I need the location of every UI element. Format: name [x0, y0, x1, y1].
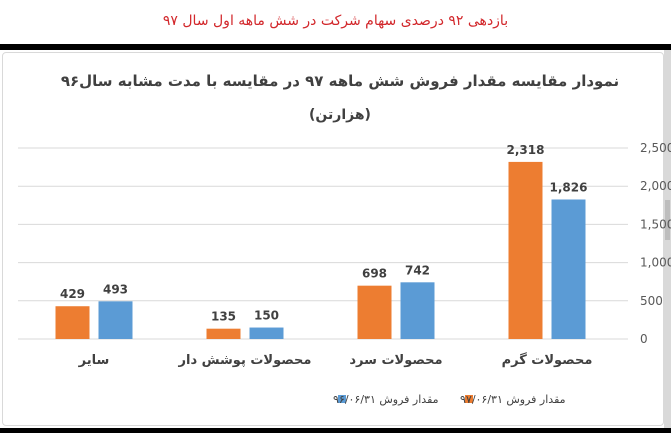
page-caption: بازدهی ۹۲ درصدی سهام شرکت در شش ماهه اول… [0, 0, 671, 44]
y-tick-label: 1,000 [640, 256, 671, 270]
legend-label: مقدار فروش ۹۶/۰۶/۳۱ [333, 393, 439, 406]
caption-text: بازدهی ۹۲ درصدی سهام شرکت در شش ماهه اول… [162, 13, 509, 29]
category-labels: محصولات گرم محصولات سرد محصولات پوشش دار سا… [78, 352, 593, 368]
y-tick-label: 0 [640, 332, 648, 346]
legend: مقدار فروش ۹۷/۰۶/۳۱ مقدار فروش ۹۶/۰۶/۳۱ [333, 393, 566, 406]
top-divider [0, 44, 671, 50]
category-label: سایر [78, 353, 110, 368]
legend-swatch [338, 395, 346, 403]
data-labels: 2,318 1,826 698 742 135 150 429 493 [60, 143, 588, 324]
category-label: محصولات سرد [349, 353, 442, 368]
bar [508, 161, 543, 339]
data-label: 2,318 [507, 143, 545, 157]
bar [249, 327, 284, 339]
category-label: محصولات گرم [502, 352, 593, 368]
chart-title: نمودار مقایسه مقدار فروش شش ماهه ۹۷ در م… [61, 72, 619, 90]
chart-subtitle: (هزارتن) [309, 107, 371, 123]
data-label: 429 [60, 287, 85, 301]
category-label: محصولات پوشش دار [178, 353, 312, 368]
y-tick-label: 1,500 [640, 217, 671, 231]
data-label: 1,826 [550, 180, 588, 194]
data-label: 135 [211, 310, 236, 324]
data-label: 742 [405, 263, 430, 277]
bars [55, 161, 586, 339]
bar [400, 282, 435, 339]
bar [206, 328, 241, 339]
y-tick-label: 500 [640, 294, 663, 308]
data-label: 150 [254, 309, 279, 323]
scrollbar-thumb[interactable] [665, 200, 670, 240]
bar [55, 306, 90, 339]
y-axis-ticks: 0 500 1,000 1,500 2,000 2,500 [640, 141, 671, 346]
y-tick-label: 2,000 [640, 179, 671, 193]
bottom-divider [0, 428, 671, 433]
bar [98, 301, 133, 339]
data-label: 493 [103, 282, 128, 296]
legend-label: مقدار فروش ۹۷/۰۶/۳۱ [460, 393, 566, 406]
data-label: 698 [362, 267, 387, 281]
y-tick-label: 2,500 [640, 141, 671, 155]
bar [551, 199, 586, 339]
legend-swatch [465, 395, 473, 403]
bar [357, 285, 392, 339]
